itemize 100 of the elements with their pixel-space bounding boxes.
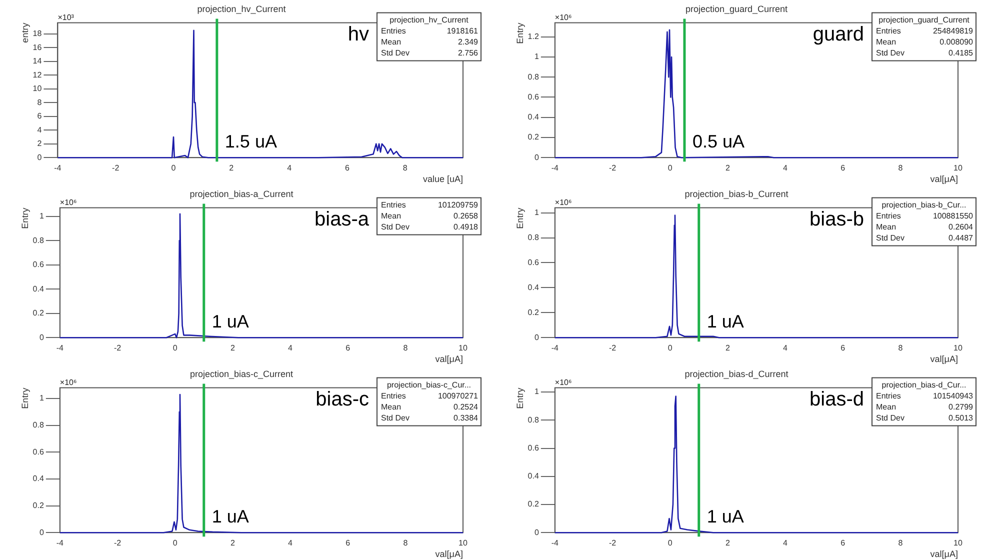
y-tick-label: 0.6 [528,443,540,452]
ref-line-label: 1 uA [706,312,744,332]
annotation: projection_bias-b_Cur... [882,200,966,210]
x-axis-title: val[μA] [930,354,958,364]
text: Entries 1918161 [381,26,478,36]
y-tick-label: 0.4 [32,474,44,484]
x-tick-label: 4 [783,344,788,353]
chart-title: projection_bias-b_Current [684,188,789,199]
y-tick-label: 8 [37,98,42,107]
x-axis-title: val[μA] [435,354,463,364]
y-tick-label: 6 [37,112,42,121]
x-tick-label: -4 [551,538,560,548]
y-axis-title: Entry [514,387,525,409]
x-tick-label: -2 [114,344,122,353]
x-tick-label: 10 [458,344,468,353]
y-tick-label: 18 [32,29,42,38]
x-tick-label: 10 [954,164,963,173]
x-tick-label: 0 [171,164,176,173]
chart-title: projection_bias-d_Current [684,368,789,379]
text: ×10⁶ [554,198,572,208]
x-tick-label: 0 [172,538,178,548]
text: ×10⁶ [60,198,77,208]
text: ×10⁶ [60,378,77,388]
chart-title: projection_guard_Current [685,4,788,14]
x-tick-label: 8 [402,164,408,173]
y-tick-label: 1 [39,394,44,403]
y-tick-label: 0.6 [528,92,540,102]
y-tick-label: 0.4 [32,284,44,294]
y-tick-label: 12 [32,70,42,80]
annotation: hv [348,23,369,46]
x-tick-label: -2 [112,164,120,173]
x-tick-label: 8 [898,538,904,548]
y-tick-label: 4 [37,125,42,134]
text: Std Dev 0.4918 [381,222,478,232]
text: Mean 0.008090 [876,38,973,47]
x-tick-label: -4 [56,538,64,548]
y-tick-label: 1 [534,387,540,396]
x-tick-label: 10 [954,344,963,353]
y-tick-label: 0.8 [32,236,44,245]
x-tick-label: 2 [725,344,730,353]
text: Std Dev 0.4185 [876,48,973,58]
x-tick-label: -2 [608,538,617,548]
x-tick-label: 8 [898,164,904,173]
annotation: projection_guard_Current [878,16,970,25]
x-tick-label: 8 [403,344,408,353]
x-tick-label: 8 [403,538,408,548]
text: Entries 101209759 [381,200,478,210]
y-tick-label: 0 [39,528,44,537]
text: ×10⁶ [554,378,572,388]
chart-title: projection_bias-c_Current [190,368,294,379]
text: Std Dev 2.756 [381,48,478,58]
y-tick-label: 0 [534,152,540,162]
y-tick-label: 0.8 [528,415,540,424]
x-tick-label: -2 [114,538,122,548]
x-tick-label: -4 [551,164,560,173]
x-tick-label: 6 [344,164,350,173]
y-tick-label: 0.4 [528,112,540,122]
x-tick-label: 4 [288,344,294,353]
text: Entries 100881550 [876,212,973,221]
ref-line-label: 1 uA [706,506,744,527]
text: Mean 0.2658 [381,212,478,221]
annotation: projection_bias-c_Cur... [386,380,472,390]
x-tick-label: 0 [668,538,673,548]
y-tick-label: 0.8 [528,72,540,82]
chart-title: projection_bias-a_Current [190,188,294,199]
y-axis-title: Entry [514,22,525,44]
text: ×10⁶ [554,13,572,22]
y-tick-label: 16 [32,42,42,52]
annotation: guard [812,23,864,46]
x-tick-label: 2 [725,538,730,548]
ref-line-label: 1.5 uA [224,132,277,152]
annotation: projection_hv_Current [390,16,470,25]
x-tick-label: 6 [346,538,351,548]
y-tick-label: 14 [32,56,42,66]
y-tick-label: 0.6 [32,447,44,456]
text: Entries 101540943 [876,392,973,401]
y-tick-label: 1 [39,211,44,220]
text: Mean 0.2604 [876,222,973,232]
ref-line-label: 1 uA [212,506,249,527]
y-tick-label: 1 [534,208,540,217]
y-tick-label: 0.6 [32,260,44,270]
y-tick-label: 0.2 [528,500,540,509]
y-axis-title: Entry [514,207,525,229]
y-tick-label: 2 [37,139,42,148]
y-tick-label: 0 [39,332,44,342]
x-tick-label: 2 [230,344,236,353]
y-tick-label: 1 [534,52,540,62]
y-tick-label: 0.2 [528,308,540,317]
x-tick-label: 2 [229,164,234,173]
y-tick-label: 0.8 [32,420,44,430]
annotation: bias-b [810,208,864,230]
text: Entries 100970271 [381,392,478,401]
text: Std Dev 0.5013 [876,414,973,423]
x-tick-label: 2 [725,164,730,173]
text: ×10³ [58,13,74,22]
y-tick-label: 0.2 [32,500,44,510]
x-tick-label: 4 [783,164,788,173]
x-tick-label: 4 [288,538,294,548]
ref-line-label: 0.5 uA [692,132,745,152]
x-axis-title: val[μA] [930,549,958,560]
